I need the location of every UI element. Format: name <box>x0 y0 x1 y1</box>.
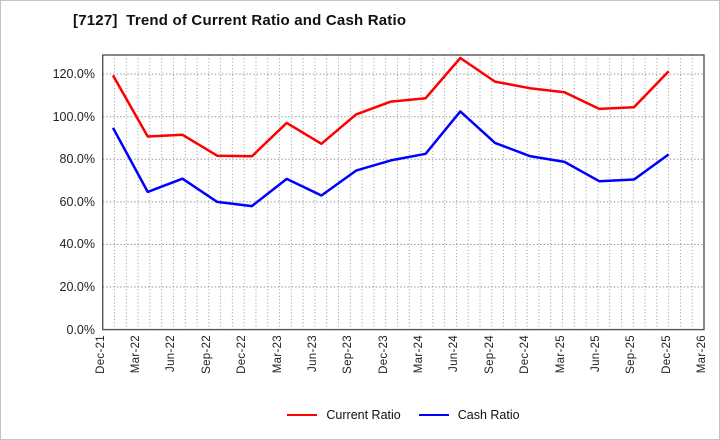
y-tick-label: 20.0% <box>59 280 95 295</box>
legend-item-current-ratio: Current Ratio <box>287 408 401 422</box>
legend-label: Cash Ratio <box>457 408 520 422</box>
legend-line-swatch <box>418 414 449 416</box>
x-tick-label: Dec-22 <box>236 335 249 374</box>
x-tick-label: Sep-23 <box>342 335 355 374</box>
legend-label: Current Ratio <box>326 408 401 422</box>
chart-title: [7127] Trend of Current Ratio and Cash R… <box>73 12 407 29</box>
x-tick-label: Mar-25 <box>554 335 567 374</box>
plot-border <box>101 54 705 331</box>
legend: Current Ratio Cash Ratio <box>103 404 704 426</box>
x-tick-label: Jun-22 <box>165 335 178 372</box>
series-line-current-ratio <box>111 56 670 158</box>
y-tick-label: 0.0% <box>66 322 96 337</box>
y-tick-label: 80.0% <box>59 152 95 167</box>
y-tick-label: 40.0% <box>59 237 95 252</box>
x-tick-label: Jun-25 <box>589 335 602 372</box>
legend-item-cash-ratio: Cash Ratio <box>418 408 520 422</box>
x-tick-label: Jun-24 <box>448 335 461 372</box>
x-tick-label: Sep-25 <box>625 335 638 374</box>
x-tick-label: Mar-24 <box>413 335 426 374</box>
y-tick-label: 60.0% <box>59 194 95 209</box>
x-tick-label: Jun-23 <box>306 335 319 372</box>
x-tick-label: Mar-23 <box>271 335 284 374</box>
x-tick-label: Dec-21 <box>94 335 107 374</box>
x-tick-label: Dec-23 <box>377 335 390 374</box>
x-tick-label: Mar-22 <box>130 335 143 374</box>
y-tick-label: 120.0% <box>52 67 95 82</box>
x-tick-label: Dec-25 <box>660 335 673 374</box>
x-tick-label: Mar-26 <box>696 335 708 374</box>
series-line-cash-ratio <box>111 110 670 208</box>
y-tick-label: 100.0% <box>52 109 95 124</box>
x-tick-label: Sep-22 <box>200 335 213 374</box>
legend-line-swatch <box>287 414 318 416</box>
x-tick-label: Dec-24 <box>519 335 532 374</box>
x-tick-label: Sep-24 <box>483 335 496 374</box>
